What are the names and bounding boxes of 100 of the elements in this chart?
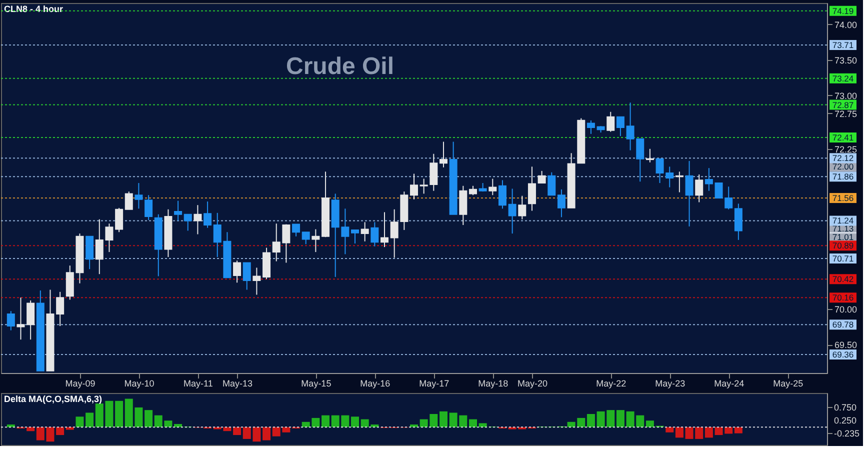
- candlestick: [16, 297, 25, 340]
- annotation: 72.00: [832, 162, 854, 172]
- bar: [478, 423, 487, 428]
- candlestick: [439, 141, 448, 168]
- text: Crude Oil: [286, 53, 394, 80]
- candlestick: [557, 188, 566, 218]
- x-tick-label: May-25: [773, 378, 804, 388]
- chart-title: Delta MA(C,O,SMA,6,3): [4, 394, 102, 404]
- candlestick: [646, 148, 654, 163]
- x-tick-label: May-11: [184, 378, 213, 388]
- candlestick: [675, 171, 684, 193]
- candlestick: [528, 166, 536, 212]
- bar: [66, 427, 74, 430]
- bar: [616, 410, 624, 428]
- candlestick: [508, 188, 516, 234]
- candlestick: [685, 160, 694, 227]
- ref-line-label: 72.87: [832, 100, 854, 110]
- candlestick: [184, 214, 192, 232]
- x-tick-label: May-10: [124, 378, 154, 388]
- chart-subtitle: CLN8 - 4 hour: [4, 4, 64, 14]
- candlestick: [459, 185, 468, 226]
- bar: [468, 419, 477, 428]
- candlestick: [204, 201, 212, 228]
- candlestick: [410, 173, 418, 200]
- candlestick: [586, 120, 595, 134]
- y-tick-label: 72.25: [834, 144, 858, 154]
- x-tick-label: May-09: [65, 378, 96, 388]
- candlestick: [26, 300, 35, 340]
- x-tick-label: May-18: [478, 378, 508, 388]
- candlestick: [312, 228, 320, 253]
- bar: [86, 412, 94, 428]
- candlestick: [538, 170, 546, 184]
- annotation: 71.01: [832, 232, 854, 242]
- ref-line-label: 74.19: [832, 6, 854, 16]
- x-tick-label: May-20: [517, 378, 548, 388]
- candlestick: [124, 191, 133, 210]
- y-tick-label: 70.00: [834, 304, 858, 314]
- ref-line-label: 70.42: [832, 274, 854, 284]
- candlestick: [233, 260, 242, 284]
- ref-line-label: 72.12: [832, 153, 854, 164]
- ref-line-label: 71.56: [832, 192, 854, 203]
- candlestick: [360, 222, 369, 242]
- annotation: 71.13: [832, 224, 854, 234]
- ref-line-label: 72.41: [832, 132, 854, 142]
- bar: [646, 420, 654, 428]
- candlestick: [616, 116, 624, 137]
- ref-line-label: 69.36: [832, 350, 854, 360]
- candlestick: [370, 222, 379, 247]
- bar: [675, 427, 684, 438]
- bar: [144, 410, 153, 428]
- x-tick-label: May-23: [655, 378, 686, 388]
- candlestick: [704, 168, 713, 192]
- bar: [734, 427, 742, 434]
- bar: [704, 427, 713, 438]
- candlestick: [351, 229, 360, 244]
- bar: [586, 414, 595, 428]
- candlestick: [734, 203, 742, 240]
- ref-line-label: 69.78: [832, 320, 854, 330]
- ref-line-label: 71.86: [832, 172, 854, 182]
- candlestick: [252, 267, 261, 296]
- y-tick-label: 74.00: [834, 20, 858, 30]
- y-tick-label: 69.50: [834, 340, 858, 350]
- candlestick: [606, 111, 615, 132]
- ref-line-label: 70.89: [832, 240, 854, 251]
- y-tick-label: 0.250: [834, 416, 857, 426]
- candlestick: [498, 180, 506, 210]
- bar: [115, 400, 124, 428]
- candlestick: [56, 291, 64, 327]
- candlestick: [115, 207, 124, 233]
- candlestick: [302, 232, 310, 245]
- y-tick-label: -0.235: [834, 428, 860, 438]
- candlestick: [144, 194, 153, 221]
- x-tick-label: May-24: [714, 378, 744, 388]
- y-tick-label: 0.750: [834, 402, 857, 412]
- y-tick-label: 72.75: [834, 108, 858, 119]
- candlestick: [695, 174, 704, 203]
- bar: [322, 415, 330, 428]
- bar: [26, 427, 35, 432]
- candlestick: [380, 212, 389, 248]
- x-tick-label: May-15: [301, 378, 332, 388]
- candlestick: [548, 172, 556, 196]
- x-tick-label: May-16: [360, 378, 390, 388]
- bar: [76, 416, 84, 428]
- x-tick-label: May-22: [596, 378, 626, 388]
- candlestick: [174, 200, 182, 222]
- bar: [666, 427, 674, 432]
- bar: [262, 427, 271, 440]
- candlestick: [86, 236, 94, 270]
- y-tick-label: 73.00: [834, 91, 858, 101]
- ref-line-label: 71.24: [832, 216, 854, 226]
- candlestick: [468, 185, 477, 196]
- ref-line-label: 70.16: [832, 292, 854, 303]
- bar: [351, 416, 360, 428]
- candlestick: [518, 195, 526, 220]
- bar: [439, 411, 448, 428]
- x-tick-label: May-13: [222, 378, 253, 388]
- y-tick-label: 73.50: [834, 55, 858, 66]
- candlestick: [488, 178, 497, 196]
- ref-line-label: 70.71: [832, 253, 854, 264]
- candlestick: [134, 182, 143, 210]
